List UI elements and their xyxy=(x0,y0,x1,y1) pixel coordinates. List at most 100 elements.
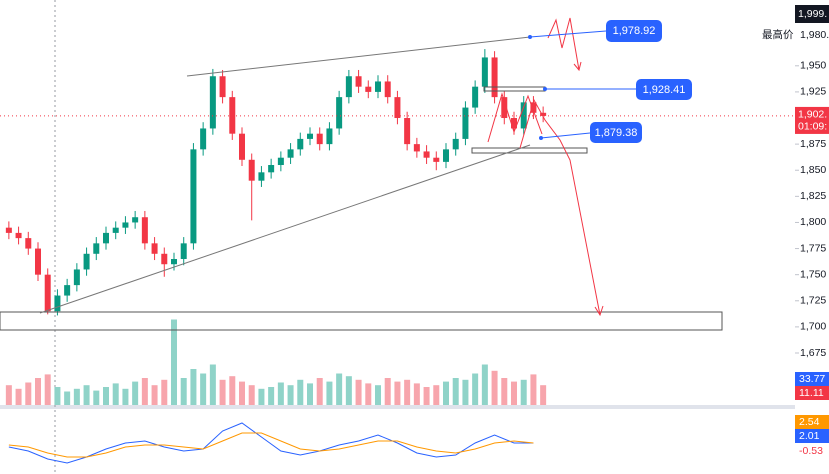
panel-separator xyxy=(0,405,795,409)
y-tick-label: 1,850 xyxy=(800,164,826,176)
y-tick-label: 1,825 xyxy=(800,190,826,202)
candle-body xyxy=(83,253,90,270)
top-price: 1,999. xyxy=(798,8,827,20)
candle-body xyxy=(239,133,245,160)
indicator-badge xyxy=(795,415,829,429)
candle-body xyxy=(35,248,41,275)
volume-bar xyxy=(394,381,401,405)
volume-bar xyxy=(171,319,177,405)
last-price: 1,902. xyxy=(798,109,827,121)
candle-body xyxy=(200,128,207,150)
volume-bar xyxy=(54,387,61,405)
volume-bar xyxy=(520,379,527,405)
volume-bar xyxy=(132,381,139,405)
arrow xyxy=(519,98,601,316)
candle-body xyxy=(25,238,32,249)
candle-body xyxy=(443,149,449,162)
volume-bar xyxy=(180,378,187,405)
arrow-head xyxy=(594,305,604,317)
volume-bar xyxy=(209,364,216,405)
candle-body xyxy=(355,76,362,87)
volume-bar xyxy=(44,374,51,405)
macd-value: 2.01 xyxy=(799,430,820,442)
volume-bar xyxy=(336,373,343,405)
volume-bar xyxy=(103,387,109,405)
volume-bar xyxy=(540,385,547,405)
candle-body xyxy=(5,227,12,233)
candle-body xyxy=(462,107,469,139)
y-tick-label: 1,750 xyxy=(800,268,826,280)
volume-bar xyxy=(190,369,197,405)
volume-bar xyxy=(93,390,100,405)
volume-bar xyxy=(83,385,90,405)
volume-bar xyxy=(307,383,313,405)
callout xyxy=(590,122,642,143)
volume-bar xyxy=(423,387,430,405)
volume-bar xyxy=(481,364,488,405)
volume-bar xyxy=(472,373,479,405)
volume-bar xyxy=(530,374,537,405)
volume-bar xyxy=(365,383,372,405)
callout xyxy=(606,20,662,42)
candle-body xyxy=(171,259,177,265)
candle-body xyxy=(511,118,517,129)
hist-value: -0.53 xyxy=(799,445,823,457)
callout xyxy=(636,79,692,100)
candle-body xyxy=(375,81,381,92)
volume-bar xyxy=(268,387,275,405)
volume-bar xyxy=(200,373,207,405)
candle-body xyxy=(481,57,488,87)
candle-body xyxy=(54,295,61,312)
candle-body xyxy=(277,157,284,166)
volume-bar xyxy=(25,382,32,405)
callout-line xyxy=(529,30,607,38)
candle-body xyxy=(44,274,51,312)
zigzag xyxy=(487,92,543,143)
candle-body xyxy=(452,138,459,150)
candle-body xyxy=(394,97,401,119)
volume-bar xyxy=(64,391,71,405)
volume-bar xyxy=(462,379,469,405)
volume-bar xyxy=(219,379,226,405)
volume-bar xyxy=(277,382,284,405)
candle-body xyxy=(209,76,216,129)
candle-body xyxy=(112,227,119,233)
indicator-badge xyxy=(795,429,829,443)
volume-bar xyxy=(384,378,391,405)
callout-line xyxy=(540,132,591,139)
callout-dot xyxy=(543,87,547,91)
volume-bar xyxy=(326,381,333,405)
volume-bar xyxy=(73,388,80,405)
high-price: 1,980. xyxy=(800,29,829,41)
volume-bar xyxy=(501,378,508,405)
candle-body xyxy=(258,172,265,181)
trend-line xyxy=(186,36,531,77)
volume-bar xyxy=(15,388,22,405)
countdown: 01:09: xyxy=(798,121,827,133)
last-price-badge xyxy=(795,106,829,134)
candle-body xyxy=(413,144,420,152)
volume-bar xyxy=(404,379,411,405)
candle-body xyxy=(190,149,197,244)
candle-body xyxy=(326,128,333,145)
high-label: 最高价 xyxy=(762,28,794,41)
candle-body xyxy=(73,269,80,286)
candle-body xyxy=(345,76,352,98)
callout-label: 1,879.38 xyxy=(595,127,638,139)
candle-body xyxy=(15,232,22,239)
indicator-badge xyxy=(795,386,829,400)
volume-bar xyxy=(491,370,498,405)
range-box xyxy=(471,147,588,154)
candle-body xyxy=(132,217,139,223)
volume-bar xyxy=(375,385,381,405)
trend-line xyxy=(39,144,531,314)
candle-body xyxy=(151,243,158,254)
volume-bar xyxy=(35,378,41,405)
volume-bar xyxy=(112,383,119,405)
candle-body xyxy=(248,159,255,181)
volume-bar xyxy=(151,385,158,405)
candle-body xyxy=(180,243,187,260)
volume-bar xyxy=(248,385,255,405)
volume-bar xyxy=(141,378,148,405)
